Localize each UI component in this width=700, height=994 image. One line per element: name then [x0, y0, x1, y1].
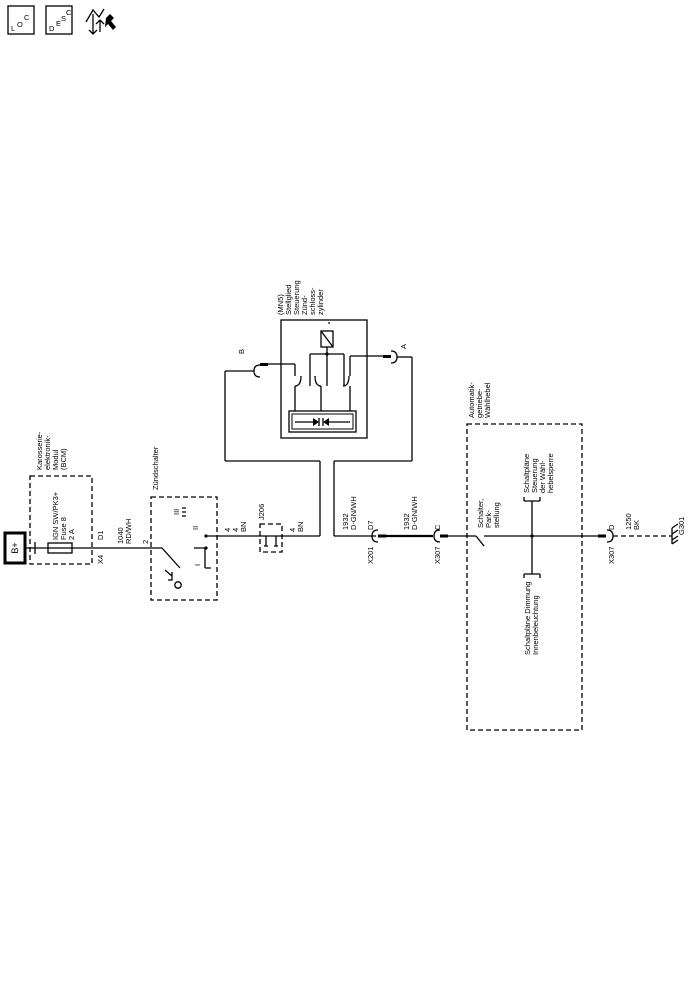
position-iii: III [172, 509, 181, 515]
svg-text:O: O [17, 20, 23, 29]
svg-text:C: C [66, 8, 72, 17]
bcm-module-label: Karosserie- elektronik- Modul (BCM) [35, 431, 68, 470]
bcm-pin: D1 [96, 530, 105, 540]
wrench-arrows-icon[interactable] [85, 8, 116, 35]
connector-x307-d-label: X307 [607, 546, 616, 564]
ref-dimming-label: Schaltpläne Dimmung Innenbeleuchtung [523, 582, 540, 655]
svg-text:Steuerung: Steuerung [530, 458, 539, 493]
connector-x201 [371, 529, 386, 543]
svg-text:hebelsperre: hebelsperre [546, 453, 555, 493]
ground-g301-label: G301 [677, 517, 686, 535]
wire-d-color: BK [632, 520, 641, 530]
wire-d7-circuit: 1932 [341, 513, 350, 530]
svg-text:B+: B+ [10, 542, 20, 553]
svg-text:Steuerung: Steuerung [292, 280, 301, 315]
wire-d-circuit: 1250 [624, 513, 633, 530]
svg-text:Modul: Modul [51, 449, 60, 470]
actuator-pin-b [224, 363, 321, 536]
park-switch [448, 535, 598, 547]
splice-j206-label: J206 [257, 504, 266, 520]
loc-icon[interactable]: L O C [7, 5, 35, 35]
wire-c-circuit: 1932 [402, 513, 411, 530]
svg-text:Karosserie-: Karosserie- [35, 431, 44, 470]
pin-a-label: A [399, 344, 408, 349]
wire-1040-color: RD/WH [124, 519, 133, 544]
svg-text:C: C [24, 13, 30, 22]
selector-lever-outline [466, 423, 583, 731]
pin-c: C [433, 524, 442, 530]
fuse-8 [33, 542, 73, 554]
svg-text:Innenbeleuchtung: Innenbeleuchtung [531, 595, 540, 655]
svg-text:Schalter,: Schalter, [476, 499, 485, 528]
bcm-connector: X4 [96, 555, 105, 564]
splice-j206-outline [259, 523, 283, 553]
position-ii: II [191, 526, 200, 530]
ref-shift-lock-label: Schaltpläne Steuerung der Wähl- hebelspe… [522, 453, 555, 493]
svg-text:(MN5): (MN5) [276, 294, 285, 315]
wire-1040-circuit: 1040 [116, 527, 125, 544]
ignition-switch-label: Zündschalter [151, 446, 160, 490]
svg-text:L: L [11, 24, 15, 33]
svg-text:elektronik-: elektronik- [43, 435, 52, 470]
svg-text:schloss-: schloss- [308, 287, 317, 315]
selector-reference-links [523, 497, 541, 578]
svg-text:D: D [49, 24, 55, 33]
pin-d7: D7 [366, 520, 375, 530]
ground-g301-symbol [671, 523, 679, 545]
wire-4b-circuit: 4 [288, 528, 297, 532]
connector-x201-label: X201 [366, 546, 375, 564]
svg-text:Fuse 8: Fuse 8 [59, 517, 68, 540]
connector-x307-c [433, 529, 448, 543]
svg-text:2 A: 2 A [67, 529, 76, 540]
actuator-label: (MN5) Stellglied Steuerung Zünd- schloss… [276, 280, 325, 315]
battery-terminal: B+ [3, 531, 27, 565]
ignition-pin-in: 2 [141, 540, 150, 544]
svg-text:Schaltpläne Dimmung: Schaltpläne Dimmung [523, 582, 532, 655]
svg-text:Schaltpläne: Schaltpläne [522, 454, 531, 493]
position-i: I [193, 564, 202, 566]
wire-d7-color: D-GN/WH [349, 496, 358, 530]
ignition-pin-out: 4 [223, 528, 232, 532]
splice-j206-symbol [264, 536, 278, 547]
svg-text:S: S [61, 14, 66, 23]
bcm-module-outline [29, 475, 93, 565]
actuator-pin-a [333, 350, 413, 536]
wire-4a-color: BN [239, 522, 248, 532]
park-switch-label: Schalter, Park- stellung [476, 499, 501, 528]
connector-x307-c-label: X307 [433, 546, 442, 564]
connector-x307-d [598, 529, 614, 543]
wire-c-color: D-GN/WH [410, 496, 419, 530]
svg-text:IGN SW/PK3+: IGN SW/PK3+ [51, 491, 60, 540]
wire-4a-circuit: 4 [231, 528, 240, 532]
svg-text:der Wähl-: der Wähl- [538, 460, 547, 493]
svg-text:E: E [56, 19, 61, 28]
svg-text:Stellglied: Stellglied [284, 285, 293, 315]
ignition-switch-contacts [150, 507, 211, 589]
selector-lever-label: Automatik- getriebe- Wählhebel [467, 382, 492, 418]
fuse-label: IGN SW/PK3+ Fuse 8 2 A [51, 491, 76, 540]
actuator-internal-circuit [288, 322, 357, 433]
svg-text:getriebe-: getriebe- [475, 388, 484, 418]
desc-icon[interactable]: D E S C [45, 5, 73, 35]
svg-text:Wählhebel: Wählhebel [483, 382, 492, 418]
svg-text:Automatik-: Automatik- [467, 382, 476, 418]
svg-text:Zünd-: Zünd- [300, 295, 309, 315]
wire-4b-color: BN [296, 522, 305, 532]
svg-text:stellung: stellung [492, 502, 501, 528]
svg-text:(BCM): (BCM) [59, 448, 68, 470]
pin-d: D [607, 524, 616, 530]
svg-text:zylinder: zylinder [316, 289, 325, 315]
svg-text:Park-: Park- [484, 510, 493, 528]
ignition-switch-outline [150, 496, 218, 601]
pin-b-label: B [237, 349, 246, 354]
